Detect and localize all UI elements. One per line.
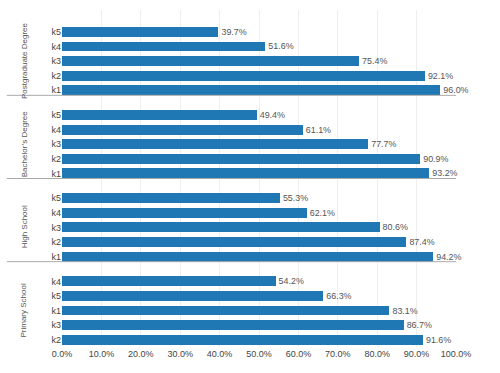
svg-text:50.0%: 50.0% [246, 349, 272, 359]
svg-text:30.0%: 30.0% [167, 349, 193, 359]
svg-text:90.9%: 90.9% [423, 154, 448, 164]
svg-text:k1: k1 [51, 169, 61, 179]
svg-text:51.6%: 51.6% [268, 41, 293, 51]
svg-text:92.1%: 92.1% [428, 71, 453, 81]
svg-text:93.2%: 93.2% [432, 168, 457, 178]
svg-text:70.0%: 70.0% [325, 349, 351, 359]
svg-text:k2: k2 [51, 71, 61, 81]
svg-text:k5: k5 [51, 27, 61, 37]
svg-text:100.0%: 100.0% [441, 349, 472, 359]
svg-text:k3: k3 [51, 320, 61, 330]
svg-text:Postgraduate Degree: Postgraduate Degree [20, 22, 29, 99]
svg-text:86.7%: 86.7% [407, 320, 432, 330]
svg-text:k1: k1 [51, 252, 61, 262]
svg-text:Bachelor’s Degree: Bachelor’s Degree [20, 111, 29, 178]
svg-text:62.1%: 62.1% [310, 208, 335, 218]
svg-text:83.1%: 83.1% [392, 306, 417, 316]
svg-text:54.2%: 54.2% [279, 276, 304, 286]
svg-text:k5: k5 [51, 193, 61, 203]
svg-text:55.3%: 55.3% [283, 193, 308, 203]
svg-text:60.0%: 60.0% [286, 349, 312, 359]
svg-text:80.6%: 80.6% [383, 222, 408, 232]
svg-text:90.0%: 90.0% [404, 349, 430, 359]
svg-text:k2: k2 [51, 237, 61, 247]
svg-text:k3: k3 [51, 139, 61, 149]
svg-text:k5: k5 [51, 110, 61, 120]
svg-text:k5: k5 [51, 291, 61, 301]
svg-text:k1: k1 [51, 306, 61, 316]
svg-text:k4: k4 [51, 125, 61, 135]
svg-text:k1: k1 [51, 85, 61, 95]
svg-text:k2: k2 [51, 335, 61, 345]
svg-text:0.0%: 0.0% [52, 349, 73, 359]
svg-text:k3: k3 [51, 56, 61, 66]
svg-text:61.1%: 61.1% [306, 125, 331, 135]
svg-text:20.0%: 20.0% [128, 349, 154, 359]
svg-text:87.4%: 87.4% [409, 237, 434, 247]
svg-text:66.3%: 66.3% [326, 291, 351, 301]
svg-text:39.7%: 39.7% [221, 27, 246, 37]
svg-text:77.7%: 77.7% [371, 139, 396, 149]
svg-text:Primary School: Primary School [19, 283, 28, 337]
svg-text:91.6%: 91.6% [426, 335, 451, 345]
svg-text:k4: k4 [51, 42, 61, 52]
svg-text:k4: k4 [51, 277, 61, 287]
svg-text:80.0%: 80.0% [364, 349, 390, 359]
svg-text:k3: k3 [51, 223, 61, 233]
svg-text:k2: k2 [51, 154, 61, 164]
svg-text:k4: k4 [51, 208, 61, 218]
svg-text:96.0%: 96.0% [443, 85, 468, 95]
svg-text:75.4%: 75.4% [362, 56, 387, 66]
svg-text:High School: High School [20, 205, 29, 248]
svg-text:49.4%: 49.4% [260, 110, 285, 120]
svg-text:94.2%: 94.2% [436, 252, 461, 262]
svg-text:40.0%: 40.0% [207, 349, 233, 359]
svg-text:10.0%: 10.0% [89, 349, 115, 359]
